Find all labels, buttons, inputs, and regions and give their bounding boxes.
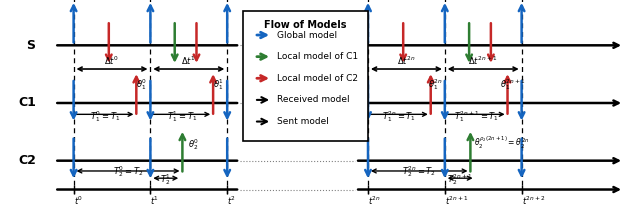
- Text: $T_2^{2n+1}$: $T_2^{2n+1}$: [447, 173, 473, 187]
- Text: Sent model: Sent model: [277, 117, 329, 126]
- Text: $t^{2}$: $t^{2}$: [227, 195, 236, 206]
- Text: $\theta_1^{1}$: $\theta_1^{1}$: [212, 77, 224, 92]
- Text: $t^{2n+2}$: $t^{2n+2}$: [522, 195, 545, 206]
- Text: $t^{2n}$: $t^{2n}$: [368, 195, 381, 206]
- Text: $\theta_2^{0}$: $\theta_2^{0}$: [188, 137, 198, 152]
- Text: $\theta_1^{0}$: $\theta_1^{0}$: [136, 77, 147, 92]
- FancyBboxPatch shape: [243, 11, 368, 141]
- Text: $T_1^{2n+1}=T_1$: $T_1^{2n+1}=T_1$: [454, 109, 499, 124]
- Text: $T_1^{0}=T_1$: $T_1^{0}=T_1$: [90, 109, 120, 124]
- Text: Local model of C2: Local model of C2: [277, 74, 358, 83]
- Text: $T_1^{2n}=T_1$: $T_1^{2n}=T_1$: [382, 109, 417, 124]
- Text: C2: C2: [18, 154, 36, 167]
- Text: $T_2^{1}$: $T_2^{1}$: [160, 173, 172, 187]
- Text: S: S: [26, 39, 35, 52]
- Text: $\theta_1^{2n}$: $\theta_1^{2n}$: [428, 77, 444, 92]
- Text: $T_1^{1}=T_1$: $T_1^{1}=T_1$: [166, 109, 197, 124]
- Text: $\Delta t^{0}$: $\Delta t^{0}$: [104, 54, 120, 67]
- Text: Global model: Global model: [277, 30, 337, 40]
- Text: $\Delta t^{2n}$: $\Delta t^{2n}$: [397, 54, 416, 67]
- Text: $\theta_2^{\rho_2(2n+1)}=\theta_2^{2n}$: $\theta_2^{\rho_2(2n+1)}=\theta_2^{2n}$: [474, 135, 530, 151]
- Text: $t^{2n+1}$: $t^{2n+1}$: [445, 195, 468, 206]
- Text: $T_2^{0}=T_2$: $T_2^{0}=T_2$: [113, 164, 143, 179]
- Text: C1: C1: [18, 96, 36, 110]
- Text: Received model: Received model: [277, 95, 349, 104]
- Text: $\Delta t^{2n+1}$: $\Delta t^{2n+1}$: [468, 54, 498, 67]
- Text: $\Delta t^{1}$: $\Delta t^{1}$: [181, 54, 196, 67]
- Text: $t^{0}$: $t^{0}$: [74, 195, 83, 206]
- Text: $\theta_1^{2n+1}$: $\theta_1^{2n+1}$: [500, 77, 525, 92]
- Text: $T_2^{2n}=T_2$: $T_2^{2n}=T_2$: [402, 164, 436, 179]
- Text: $t^{1}$: $t^{1}$: [150, 195, 159, 206]
- Text: Flow of Models: Flow of Models: [264, 20, 347, 30]
- Text: Local model of C1: Local model of C1: [277, 52, 358, 61]
